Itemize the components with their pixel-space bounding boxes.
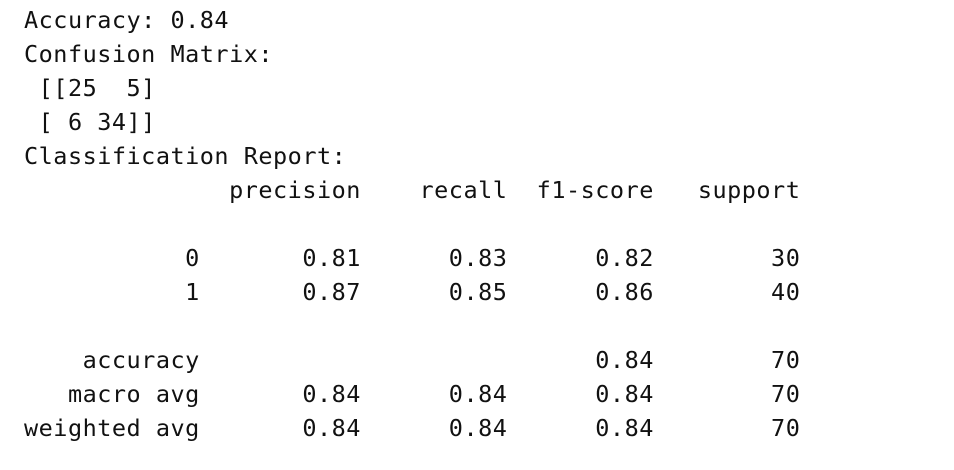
accuracy-line: Accuracy: 0.84 (24, 6, 230, 34)
confusion-matrix-row-2: [ 6 34]] (24, 108, 156, 136)
report-row-weighted-avg: weighted avg 0.84 0.84 0.84 70 (24, 414, 801, 442)
classification-report-heading: Classification Report: (24, 142, 347, 170)
report-row-class-1: 1 0.87 0.85 0.86 40 (24, 278, 801, 306)
report-row-class-0: 0 0.81 0.83 0.82 30 (24, 244, 801, 272)
report-row-macro-avg: macro avg 0.84 0.84 0.84 70 (24, 380, 801, 408)
report-row-accuracy: accuracy 0.84 70 (24, 346, 801, 374)
report-header-row: precision recall f1-score support (24, 176, 801, 204)
confusion-matrix-heading: Confusion Matrix: (24, 40, 274, 68)
confusion-matrix-row-1: [[25 5] (24, 74, 156, 102)
